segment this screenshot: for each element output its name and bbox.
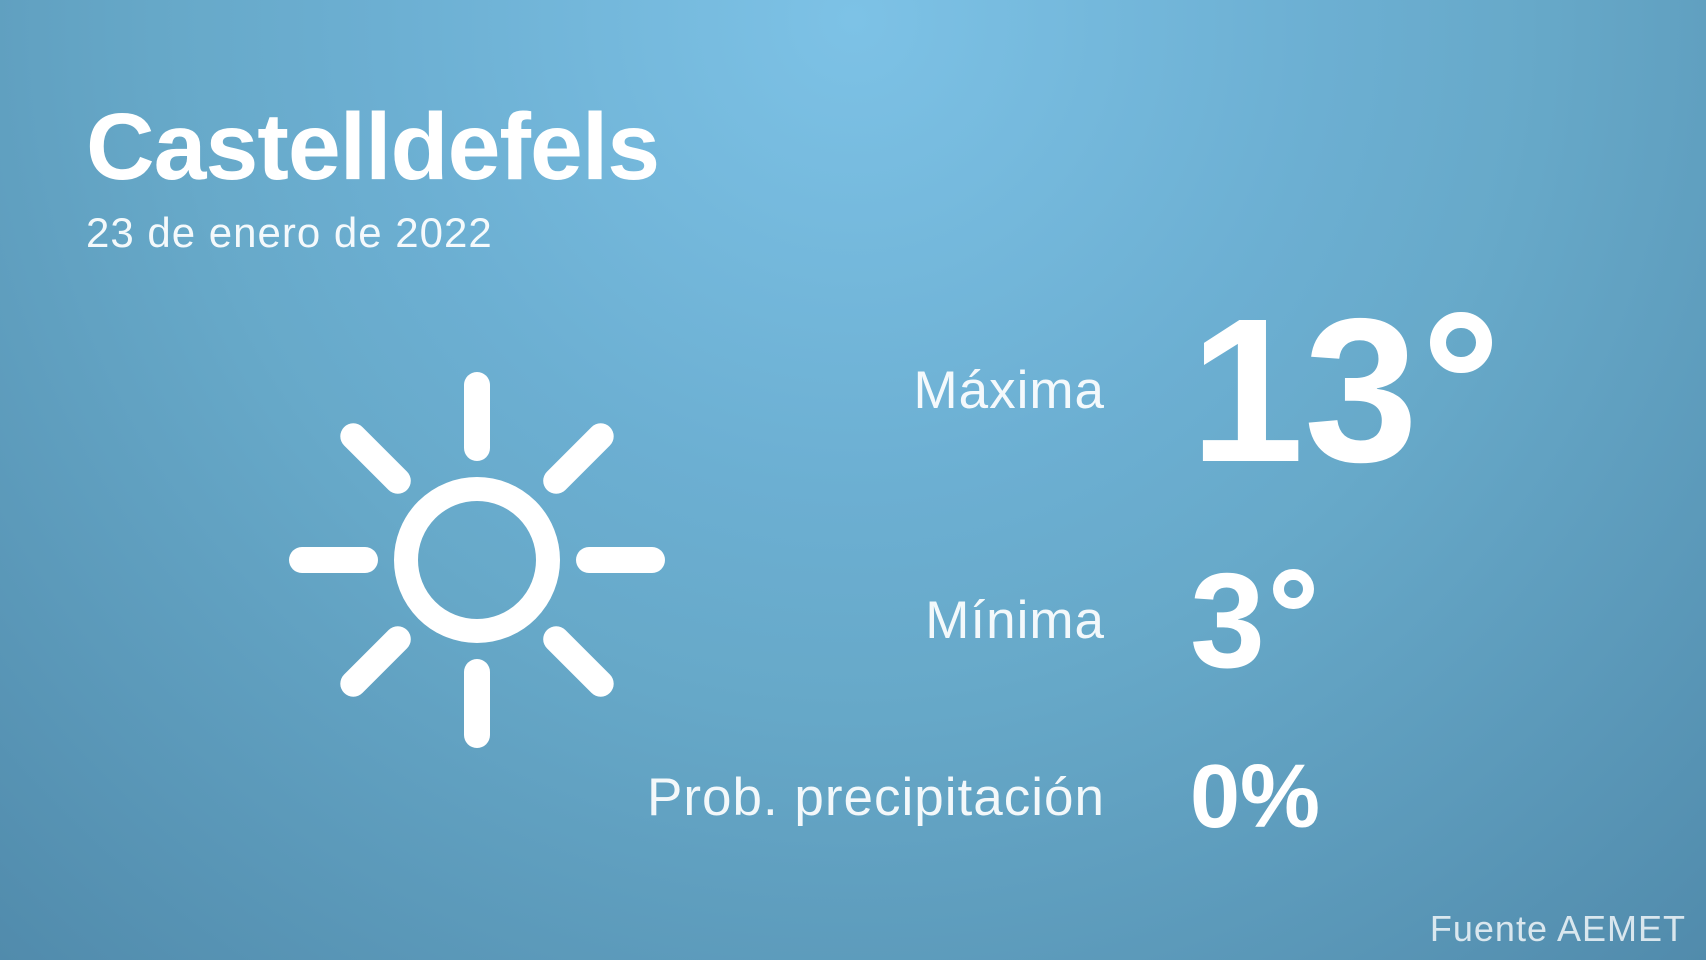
header: Castelldefels 23 de enero de 2022	[86, 94, 660, 257]
min-temperature-label: Mínima	[925, 591, 1105, 650]
sun-icon	[277, 360, 677, 760]
max-temperature-value: 13	[1190, 288, 1492, 493]
max-temperature-number: 13	[1190, 276, 1419, 505]
max-temperature-label: Máxima	[913, 361, 1105, 420]
degree-icon	[1273, 568, 1314, 610]
forecast-date: 23 de enero de 2022	[86, 208, 493, 256]
precipitation-row: Prob. precipitación 0%	[600, 752, 1600, 842]
min-temperature-row: Mínima 3	[600, 553, 1600, 688]
min-temperature-value: 3	[1190, 553, 1314, 688]
degree-icon	[1430, 311, 1492, 374]
max-temperature-row: Máxima 13	[600, 288, 1600, 493]
min-temperature-number: 3	[1190, 545, 1266, 696]
location-title: Castelldefels	[86, 94, 660, 200]
precipitation-value: 0%	[1190, 747, 1321, 847]
source-credit: Fuente AEMET	[1429, 908, 1686, 949]
precipitation-label: Prob. precipitación	[647, 767, 1105, 827]
